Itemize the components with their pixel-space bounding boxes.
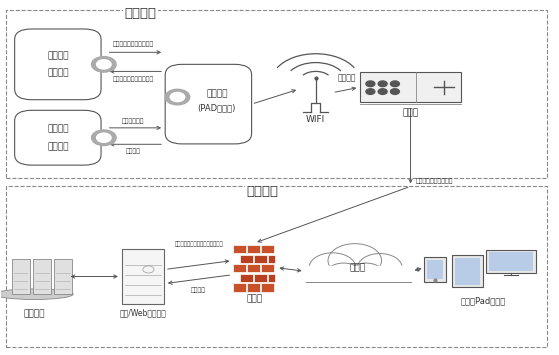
Bar [248, 283, 260, 291]
Text: （硬件）: （硬件） [47, 142, 69, 151]
Circle shape [358, 253, 402, 282]
Circle shape [378, 89, 387, 94]
Text: 防火墙: 防火墙 [247, 295, 263, 304]
Text: 基本服务: 基本服务 [124, 7, 156, 20]
Bar [234, 283, 246, 291]
Circle shape [328, 244, 382, 278]
Text: 数据中心: 数据中心 [23, 309, 45, 318]
Bar [54, 259, 72, 294]
Text: 控制指令: 控制指令 [126, 149, 141, 154]
Ellipse shape [0, 289, 73, 300]
Bar [262, 283, 274, 291]
Bar [234, 245, 246, 253]
Bar [262, 245, 274, 253]
Bar [240, 274, 253, 282]
Text: 上传检测数据到服务器: 上传检测数据到服务器 [416, 178, 453, 184]
FancyBboxPatch shape [15, 110, 101, 165]
Bar [452, 255, 483, 287]
Text: 附带用户标识的检测数据: 附带用户标识的检测数据 [112, 42, 154, 47]
Text: 检测模块: 检测模块 [47, 51, 69, 60]
Bar [248, 245, 260, 253]
FancyBboxPatch shape [165, 64, 252, 144]
Text: 控制模块: 控制模块 [47, 124, 69, 133]
Bar [361, 72, 461, 102]
Text: 手机、Pad、电脑: 手机、Pad、电脑 [461, 297, 506, 306]
Bar [12, 259, 30, 294]
Bar [424, 257, 446, 282]
Circle shape [97, 60, 111, 69]
Text: 路由器: 路由器 [402, 109, 419, 118]
Circle shape [391, 89, 399, 94]
Bar [427, 260, 443, 279]
Text: 接口/Web服务器组: 接口/Web服务器组 [120, 308, 167, 317]
Bar [240, 255, 253, 263]
FancyBboxPatch shape [15, 29, 101, 100]
Circle shape [165, 89, 190, 105]
Text: 控制系统: 控制系统 [206, 89, 228, 98]
Text: 增值服务: 增值服务 [247, 185, 279, 198]
Bar [262, 264, 274, 272]
Circle shape [309, 253, 356, 283]
Text: 推送通知: 推送通知 [191, 288, 206, 294]
Bar [489, 252, 533, 271]
Circle shape [378, 81, 387, 87]
Bar [6, 10, 547, 178]
Bar [6, 186, 547, 347]
Text: (PAD、手机): (PAD、手机) [197, 103, 236, 112]
Bar [455, 258, 480, 285]
Bar [268, 255, 276, 263]
Bar [254, 255, 267, 263]
Text: 互联网: 互联网 [349, 263, 366, 272]
Circle shape [366, 89, 375, 94]
Text: WIFI: WIFI [306, 115, 325, 124]
Bar [122, 249, 164, 304]
Bar [305, 266, 413, 287]
Text: 查询数据、报告、预约等增值服务: 查询数据、报告、预约等增值服务 [174, 242, 223, 247]
Circle shape [348, 263, 385, 286]
Bar [33, 259, 51, 294]
Text: 上传数据: 上传数据 [337, 73, 356, 82]
Circle shape [170, 92, 184, 102]
Bar [234, 264, 246, 272]
Bar [248, 264, 260, 272]
Circle shape [325, 263, 362, 286]
Bar [268, 274, 276, 282]
Text: 识别用户后通知开启检测: 识别用户后通知开启检测 [112, 76, 154, 82]
Circle shape [97, 133, 111, 142]
Text: 状态数据反馈: 状态数据反馈 [122, 118, 144, 124]
Text: （硬件）: （硬件） [47, 69, 69, 78]
Circle shape [92, 56, 116, 72]
Circle shape [92, 130, 116, 146]
Circle shape [391, 81, 399, 87]
Bar [254, 274, 267, 282]
Bar [486, 250, 536, 273]
Circle shape [366, 81, 375, 87]
